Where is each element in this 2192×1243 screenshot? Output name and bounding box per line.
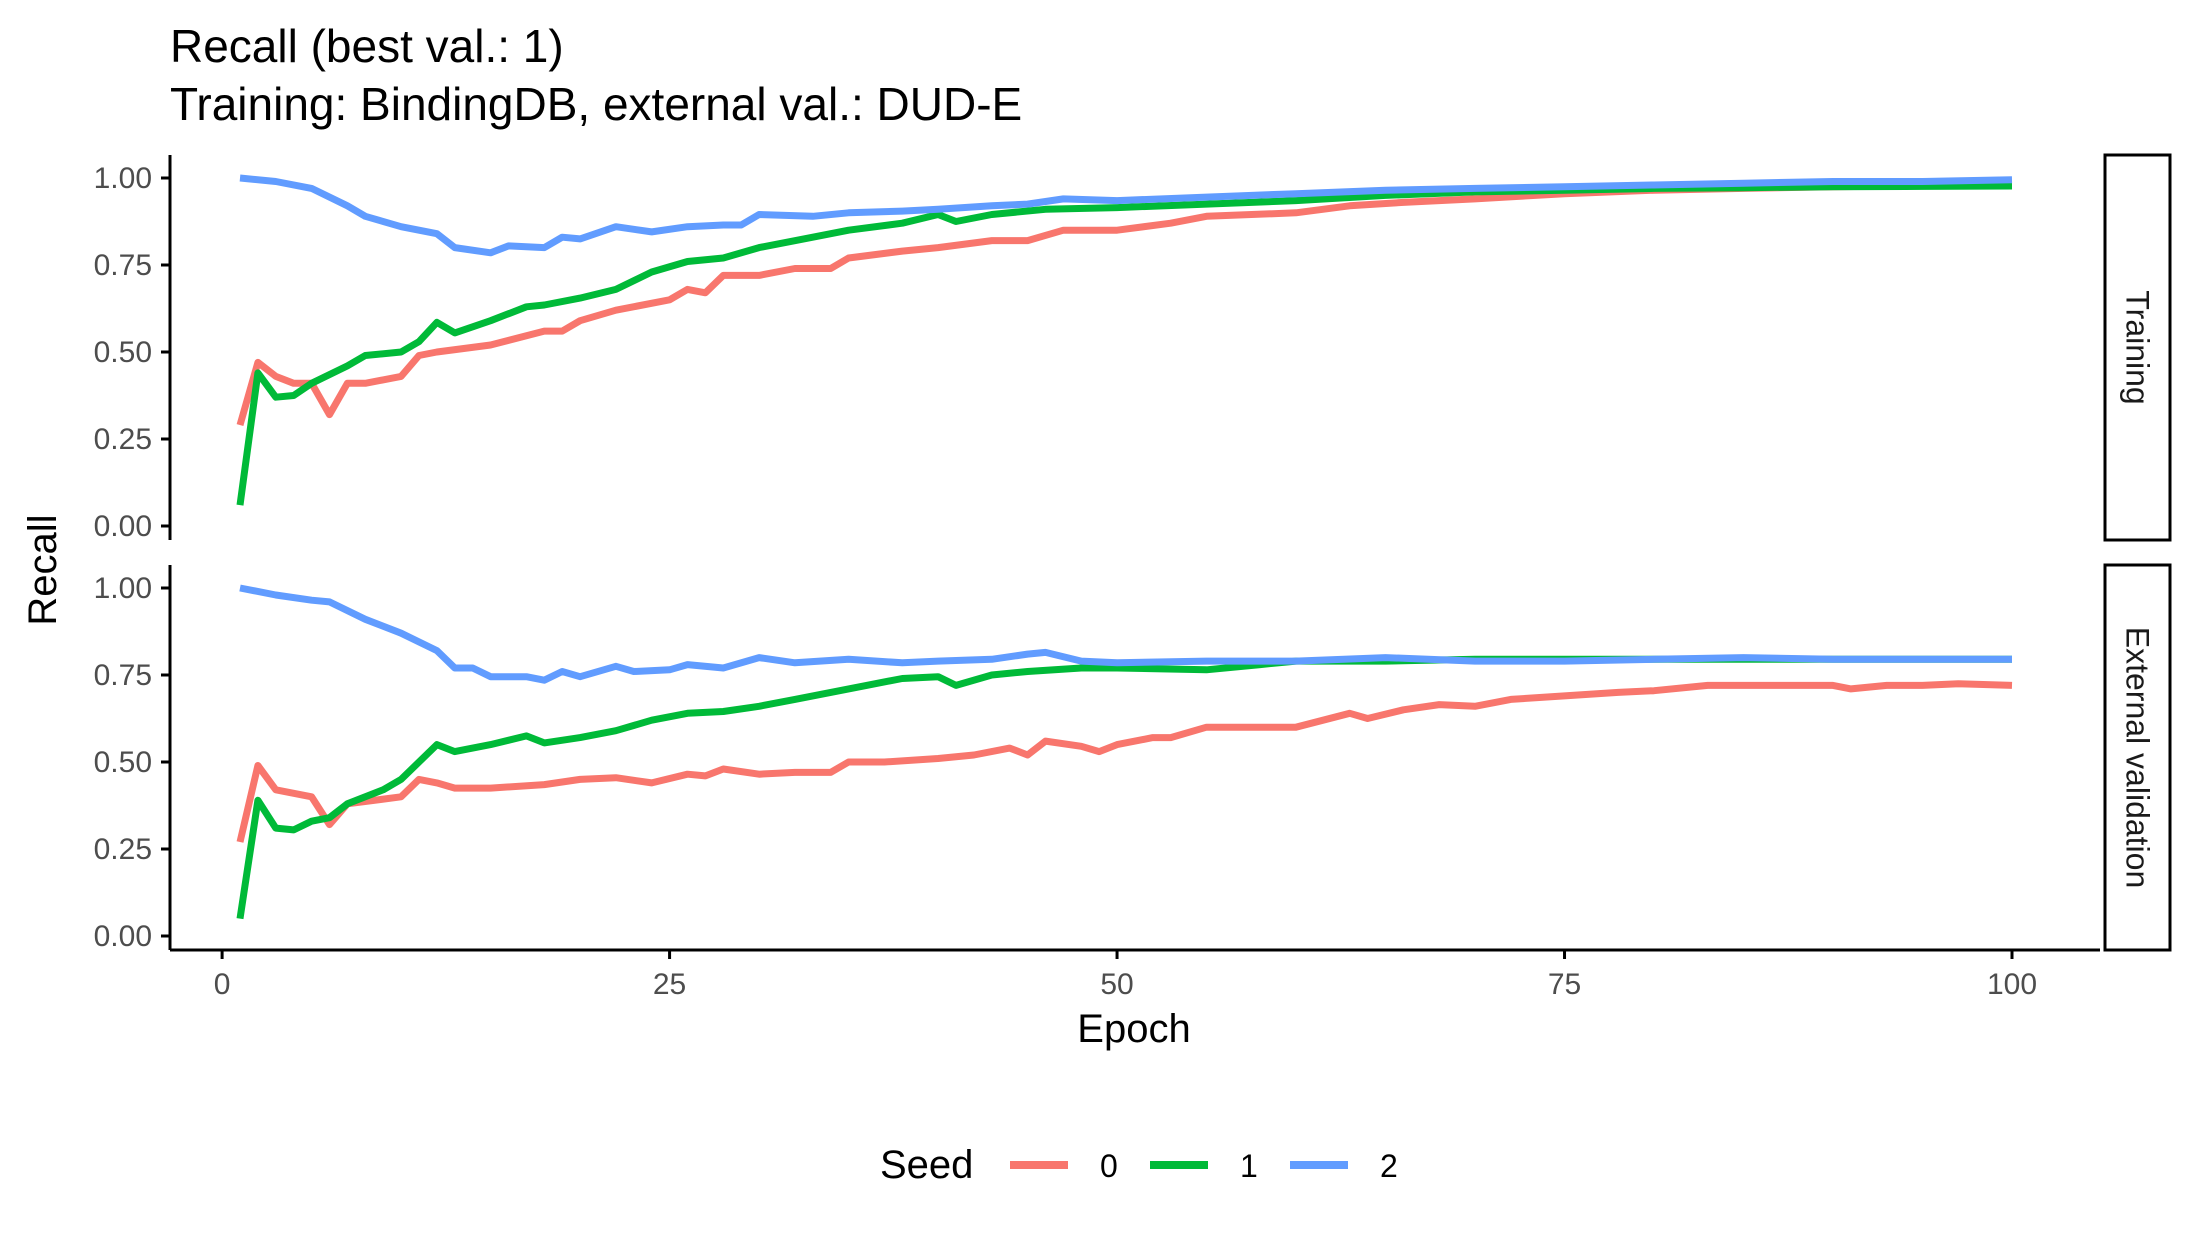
x-tick-label: 0 (214, 968, 231, 1001)
y-tick-label: 0.25 (94, 423, 152, 456)
strip-box (2103, 153, 2172, 542)
y-tick-label: 0.00 (94, 510, 152, 543)
y-tick-label: 0.00 (94, 920, 152, 953)
strip-box (2103, 563, 2172, 952)
series-line-seed-2 (239, 584, 2012, 684)
series-line-seed-0 (236, 182, 2012, 427)
x-tick-label: 25 (653, 968, 686, 1001)
panel-0: 0.00 0.25 0.50 0.75 1.00 Training (94, 153, 2172, 543)
x-axis-title: Epoch (1077, 1007, 1190, 1051)
series-line-seed-1 (236, 182, 2013, 506)
chart-subtitle: Training: BindingDB, external val.: DUD-… (170, 78, 1022, 130)
x-tick-label: 75 (1548, 968, 1581, 1001)
strip-label: Training (2120, 290, 2156, 404)
series-line-seed-0 (236, 680, 2013, 843)
y-tick-label: 0.50 (94, 336, 152, 369)
legend-title: Seed (880, 1143, 973, 1187)
y-axis-title: Recall (21, 514, 65, 625)
series-line-seed-2 (239, 174, 2013, 257)
x-tick-label: 100 (1987, 968, 2037, 1001)
legend-label: 1 (1240, 1148, 1258, 1184)
y-tick-label: 0.25 (94, 833, 152, 866)
y-tick-label: 0.50 (94, 746, 152, 779)
legend: Seed 0 1 2 (880, 1143, 1398, 1187)
y-tick-label: 0.75 (94, 659, 152, 692)
strip-label: External validation (2120, 627, 2156, 888)
y-tick-label: 1.00 (94, 572, 152, 605)
legend-item-seed-0: 0 (1010, 1148, 1118, 1184)
y-tick-label: 1.00 (94, 162, 152, 195)
x-tick-label: 50 (1100, 968, 1133, 1001)
chart-title: Recall (best val.: 1) (170, 20, 564, 72)
legend-item-seed-2: 2 (1290, 1148, 1398, 1184)
legend-label: 0 (1100, 1148, 1118, 1184)
legend-item-seed-1: 1 (1150, 1148, 1258, 1184)
panel-1: 0.00 0.25 0.50 0.75 1.00 External validation 0… (94, 563, 2172, 1001)
facet-panels: 0.00 0.25 0.50 0.75 1.00 Training 0.00 0.25 0.50… (94, 153, 2172, 1001)
y-tick-label: 0.75 (94, 249, 152, 282)
legend-label: 2 (1380, 1148, 1398, 1184)
